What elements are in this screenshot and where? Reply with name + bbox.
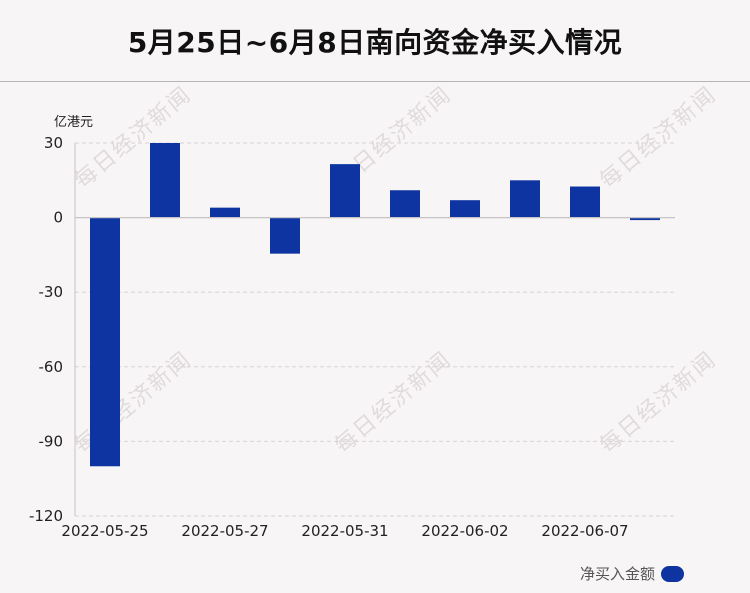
bar [270, 217, 300, 254]
bar [570, 186, 600, 218]
bar [90, 217, 120, 467]
bar [390, 190, 420, 218]
legend-label: 净买入金额 [579, 565, 655, 583]
legend-swatch [661, 565, 684, 582]
chart-title: 5月25日~6月8日南向资金净买入情况 [127, 25, 623, 59]
x-tick-label: 2022-06-02 [421, 522, 508, 540]
legend: 净买入金额 [580, 563, 684, 584]
title-bar: 5月25日~6月8日南向资金净买入情况 [0, 0, 750, 82]
x-tick-label: 2022-05-31 [301, 522, 388, 540]
x-tick-label: 2022-05-27 [181, 522, 268, 540]
y-tick-label: 30 [44, 134, 63, 152]
y-tick-label: -60 [39, 358, 64, 376]
y-tick-label: 0 [53, 209, 63, 227]
y-tick-label: -30 [39, 283, 64, 301]
bar [510, 180, 540, 218]
bar [210, 207, 240, 218]
x-tick-label: 2022-06-07 [541, 522, 628, 540]
y-axis-unit: 亿港元 [54, 115, 93, 130]
bar [630, 217, 660, 221]
y-tick-label: -90 [39, 432, 64, 450]
bar [150, 143, 180, 218]
x-tick-label: 2022-05-25 [61, 522, 148, 540]
y-tick-label: -120 [29, 507, 63, 525]
bar [450, 200, 480, 218]
bar [330, 164, 360, 218]
